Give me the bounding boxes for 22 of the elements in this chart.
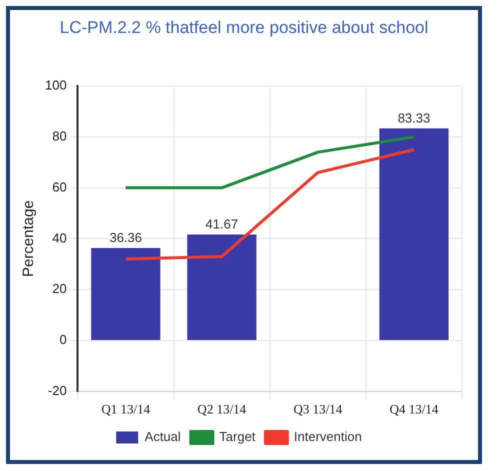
y-axis-title: Percentage <box>20 200 38 278</box>
x-tick-label: Q2 13/14 <box>197 402 247 417</box>
legend-label: Actual <box>144 429 181 444</box>
legend-label: Intervention <box>294 429 362 444</box>
legend-label: Target <box>219 429 256 444</box>
y-tick-label: 80 <box>52 128 67 144</box>
data-label: 36.36 <box>109 230 142 246</box>
x-tick-label: Q4 13/14 <box>390 402 439 417</box>
y-tick-label: 100 <box>44 78 67 93</box>
x-tick-label: Q3 13/14 <box>294 402 343 417</box>
data-label: 41.67 <box>206 216 238 232</box>
bar <box>187 234 256 340</box>
y-tick-label: -20 <box>48 382 67 398</box>
y-tick-label: 60 <box>52 179 67 194</box>
y-tick-label: 40 <box>52 230 67 246</box>
bar <box>379 128 449 340</box>
data-label: 83.33 <box>398 110 430 126</box>
chart-title: LC-PM.2.2 % thatfeel more positive about school <box>58 18 430 38</box>
x-tick-label: Q1 13/14 <box>101 402 151 417</box>
y-tick-label: 0 <box>59 332 67 348</box>
y-tick-label: 20 <box>52 281 67 296</box>
bar <box>91 248 160 340</box>
